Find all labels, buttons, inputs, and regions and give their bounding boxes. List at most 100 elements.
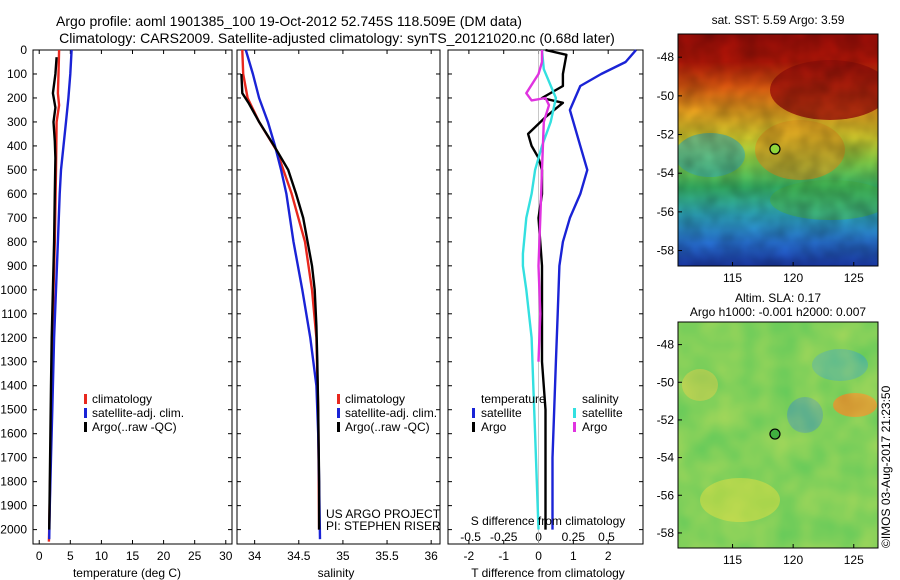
legend-label-t-satellite: satellite: [481, 406, 522, 420]
legend-swatch-s-argo: [573, 422, 576, 432]
legend-title-salinity: salinity: [582, 392, 619, 406]
depth-tick-label: 1900: [0, 499, 27, 513]
depth-tick-label: 300: [7, 115, 27, 129]
difference-legend: temperature satellite Argo salinity sate…: [472, 392, 623, 434]
depth-tick-label: 700: [7, 211, 27, 225]
project-annotation-line2: PI: STEPHEN RISER: [326, 519, 441, 533]
series-line-t-argo: [526, 48, 568, 530]
map-y-tick-label: -54: [657, 451, 675, 465]
map-y-tick-label: -50: [657, 89, 675, 103]
map-y-tick-label: -54: [657, 166, 675, 180]
sla-map-title: Altim. SLA: 0.17: [735, 291, 821, 305]
legend-label-climatology: climatology: [345, 392, 405, 406]
salinity-plot: 34 34.5 35 35.5 36: [237, 49, 440, 563]
sst-map-title: sat. SST: 5.59 Argo: 3.59: [712, 13, 845, 27]
map-y-tick-label: -48: [657, 338, 675, 352]
map-x-tick-label: 125: [844, 271, 864, 285]
depth-tick-label: 1000: [0, 283, 27, 297]
depth-tick-label: 1700: [0, 451, 27, 465]
salinity-axis-label: salinity: [318, 566, 355, 580]
x-tick-label: -1: [498, 549, 509, 563]
map-y-tick-label: -48: [657, 50, 675, 64]
depth-tick-label: 100: [7, 67, 27, 81]
legend-swatch-climatology: [84, 394, 87, 404]
map-x-tick-label: 120: [783, 271, 803, 285]
legend-label-s-argo: Argo: [582, 420, 608, 434]
x-tick-label: 25: [188, 549, 202, 563]
sla-map-axes: 115 120 125 -48 -50 -52 -54 -56 -58: [657, 338, 864, 567]
legend-swatch-satellite-adj: [337, 408, 340, 418]
legend-swatch-s-satellite: [573, 408, 576, 418]
legend-title-temperature: temperature: [481, 392, 546, 406]
figure-title-line2: Climatology: CARS2009. Satellite-adjuste…: [59, 30, 615, 46]
t-difference-axis-label: T difference from climatology: [471, 566, 625, 580]
x-tick-label: 0: [36, 549, 43, 563]
sla-map-subtitle: Argo h1000: -0.001 h2000: 0.007: [690, 305, 866, 319]
temperature-axis-label: temperature (deg C): [73, 566, 181, 580]
x-tick-label: 15: [126, 549, 140, 563]
temperature-plot: 0 5 10 15 20 25 30: [33, 49, 233, 563]
s-tick-label: 0.5: [598, 530, 615, 544]
difference-plot: -2 -1 0 1 2-0.5 -0.25 0 0.25 0.5: [448, 48, 643, 563]
sst-map-frame: [677, 33, 879, 267]
x-tick-label: 1: [570, 549, 577, 563]
depth-tick-label: 1300: [0, 355, 27, 369]
legend-swatch-climatology: [337, 394, 340, 404]
x-tick-label: 20: [157, 549, 171, 563]
x-tick-label: 0: [535, 549, 542, 563]
depth-tick-label: 1600: [0, 427, 27, 441]
legend-label-argo: Argo(..raw -QC): [345, 420, 430, 434]
depth-tick-label: 1800: [0, 475, 27, 489]
depth-tick-label: 500: [7, 163, 27, 177]
project-annotation-line1: US ARGO PROJECT: [326, 507, 441, 521]
map-y-tick-label: -50: [657, 375, 675, 389]
legend-label-satellite-adj: satellite-adj. clim.: [345, 406, 437, 420]
legend-label-s-satellite: satellite: [582, 406, 623, 420]
map-y-tick-label: -58: [657, 526, 675, 540]
map-y-tick-label: -56: [657, 205, 675, 219]
x-tick-label: 34.5: [287, 549, 311, 563]
legend-swatch-argo: [337, 422, 340, 432]
s-tick-label: -0.25: [490, 530, 518, 544]
series-line-s-satellite: [521, 49, 558, 530]
s-tick-label: 0.25: [562, 530, 586, 544]
series-line-t-satellite: [551, 49, 637, 530]
sst-map-image: [678, 34, 878, 266]
series-line-argo: [240, 73, 321, 530]
s-difference-axis-label: S difference from climatology: [471, 514, 626, 528]
depth-tick-label: 2000: [0, 523, 27, 537]
x-tick-label: 2: [605, 549, 612, 563]
temperature-legend: climatology satellite-adj. clim. Argo(..…: [84, 392, 184, 434]
legend-label-argo: Argo(..raw -QC): [92, 420, 177, 434]
legend-swatch-satellite-adj: [84, 408, 87, 418]
legend-swatch-argo: [84, 422, 87, 432]
depth-tick-label: 1100: [1, 307, 27, 321]
salinity-legend: climatology satellite-adj. clim. Argo(..…: [337, 392, 437, 434]
x-tick-label: 35.5: [375, 549, 399, 563]
map-y-tick-label: -58: [657, 244, 675, 258]
depth-tick-label: 800: [7, 235, 27, 249]
s-tick-label: -0.5: [460, 530, 481, 544]
argo-float-location-marker: [769, 428, 781, 440]
legend-swatch-t-satellite: [472, 408, 475, 418]
x-tick-label: 36: [424, 549, 438, 563]
map-y-tick-label: -56: [657, 488, 675, 502]
map-x-tick-label: 125: [844, 553, 864, 567]
series-line-satellite-adj-clim-: [244, 49, 322, 540]
legend-label-climatology: climatology: [92, 392, 152, 406]
figure-title-line1: Argo profile: aoml 1901385_100 19-Oct-20…: [56, 13, 522, 29]
series-line-argo: [48, 57, 58, 530]
x-tick-label: 10: [95, 549, 109, 563]
x-tick-label: 5: [67, 549, 74, 563]
x-tick-label: 34: [248, 549, 262, 563]
legend-label-satellite-adj: satellite-adj. clim.: [92, 406, 184, 420]
depth-tick-label: 1500: [0, 403, 27, 417]
depth-tick-label: 400: [7, 139, 27, 153]
x-tick-label: -2: [464, 549, 475, 563]
legend-swatch-t-argo: [472, 422, 475, 432]
argo-float-location-marker: [769, 143, 781, 155]
series-line-climatology: [241, 49, 321, 530]
sla-map-frame: [677, 321, 879, 549]
map-y-tick-label: -52: [657, 413, 675, 427]
